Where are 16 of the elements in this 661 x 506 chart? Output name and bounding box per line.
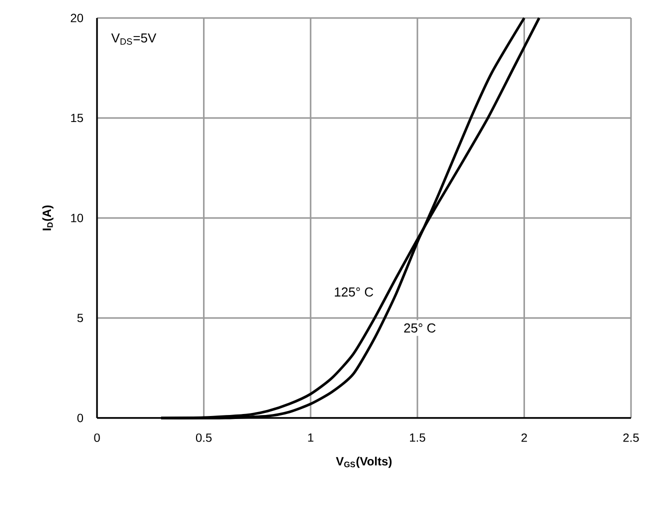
y-axis-title: I$_{D}$(A)	[42, 205, 54, 230]
x-tick-label: 2	[521, 433, 527, 442]
series-label: 125° C	[334, 287, 374, 297]
y-tick-label: 10	[71, 214, 84, 222]
x-tick-label: 0.5	[196, 433, 212, 442]
y-tick-label: 20	[70, 14, 84, 22]
x-tick-label: 1.5	[410, 433, 426, 442]
x-tick-label: 2.5	[623, 433, 639, 442]
annotation: V$_{DS}$=5V	[111, 34, 156, 45]
y-tick-label: 0	[77, 414, 84, 422]
y-tick-label: 5	[77, 314, 84, 322]
x-tick-label: 0	[94, 433, 100, 442]
series-label: 25° C	[404, 323, 436, 333]
y-tick-label: 15	[71, 114, 84, 122]
x-axis-title: V$_{GS}$(Volts)	[336, 456, 392, 468]
x-tick-label: 1	[308, 433, 314, 442]
